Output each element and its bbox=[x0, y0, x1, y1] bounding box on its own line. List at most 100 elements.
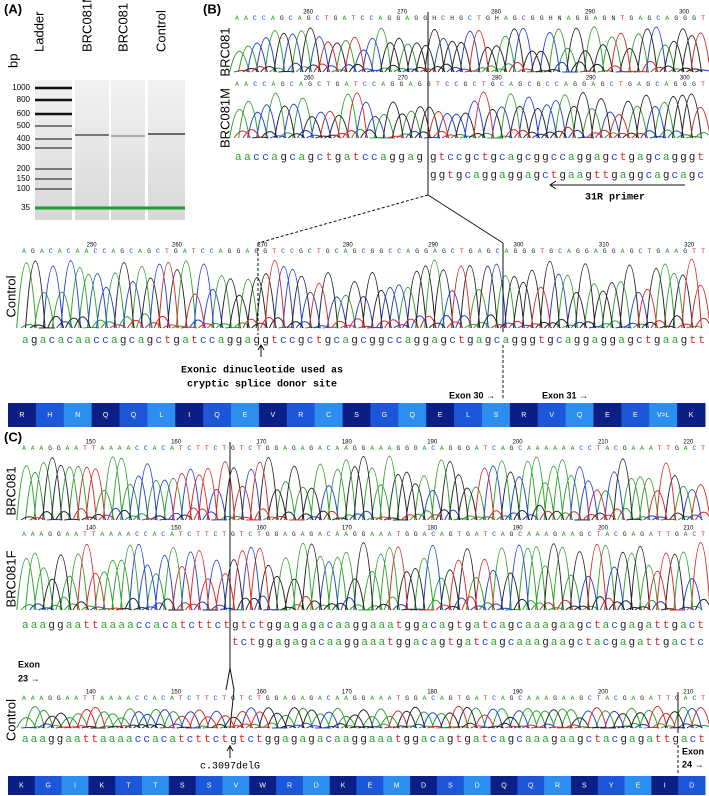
position-tick: 210 bbox=[683, 690, 694, 696]
position-tick: 260 bbox=[172, 243, 183, 249]
aa-cell bbox=[678, 776, 706, 795]
position-tick: 190 bbox=[427, 440, 438, 446]
aa-label: S bbox=[207, 782, 212, 789]
size-label: 200 bbox=[17, 164, 31, 173]
primer-label: 31R primer bbox=[585, 192, 645, 204]
position-tick: 150 bbox=[171, 526, 182, 532]
lane bbox=[75, 80, 109, 220]
panel-label: (C) bbox=[4, 429, 22, 444]
aa-cell bbox=[398, 403, 427, 427]
position-tick: 150 bbox=[171, 690, 182, 696]
size-label: 500 bbox=[17, 121, 31, 130]
position-tick: 320 bbox=[684, 243, 695, 249]
position-tick: 140 bbox=[86, 526, 97, 532]
position-tick: 170 bbox=[342, 690, 353, 696]
sample-label: Control bbox=[3, 699, 18, 741]
position-tick: 300 bbox=[513, 243, 524, 249]
note: Exonic dinucleotide used as bbox=[181, 365, 343, 377]
guide-line bbox=[229, 689, 235, 729]
aa-label: K bbox=[341, 782, 346, 789]
aa-cell bbox=[509, 403, 539, 427]
aa-label: D bbox=[421, 782, 426, 789]
trace-t bbox=[233, 91, 709, 139]
size-label: 1000 bbox=[12, 83, 30, 92]
position-tick: 170 bbox=[256, 440, 267, 446]
panel-label: (A) bbox=[4, 1, 22, 16]
aa-label: D bbox=[475, 782, 480, 789]
aa-cell bbox=[88, 776, 116, 795]
aa-label: V>L bbox=[657, 412, 670, 419]
aa-cell bbox=[61, 776, 89, 795]
position-tick: 290 bbox=[428, 243, 439, 249]
position-tick: 200 bbox=[598, 690, 609, 696]
guide-line bbox=[427, 194, 504, 244]
position-tick: 290 bbox=[585, 10, 596, 16]
size-label: 400 bbox=[17, 134, 31, 143]
aa-label: E bbox=[368, 782, 373, 789]
trace-c bbox=[247, 96, 685, 139]
aa-cell bbox=[147, 403, 176, 427]
mutation-arrow bbox=[226, 745, 234, 758]
exon-label: 24 → bbox=[682, 759, 704, 769]
aa-label: D bbox=[314, 782, 319, 789]
aa-cell bbox=[203, 403, 232, 427]
size-label: 150 bbox=[17, 174, 31, 183]
aa-label: I bbox=[74, 782, 76, 789]
aa-cell bbox=[91, 403, 121, 427]
trace-a bbox=[229, 92, 709, 139]
aa-cell bbox=[222, 776, 250, 795]
trace-g bbox=[42, 706, 703, 729]
primer-arrow bbox=[549, 180, 685, 190]
aa-label: M bbox=[394, 782, 400, 789]
position-tick: 140 bbox=[86, 690, 97, 696]
aa-label: V bbox=[549, 412, 554, 419]
aa-label: Q bbox=[501, 782, 507, 789]
aa-cell bbox=[329, 776, 357, 795]
aa-label: L bbox=[466, 412, 470, 419]
aa-cell bbox=[565, 403, 594, 427]
trace-c bbox=[21, 707, 703, 729]
position-tick: 170 bbox=[342, 526, 353, 532]
aa-label: T bbox=[153, 782, 158, 789]
aa-label: Q bbox=[577, 412, 583, 419]
aa-cell bbox=[426, 403, 455, 427]
aa-cell bbox=[142, 776, 170, 795]
exon-label: Exon 30 → bbox=[449, 390, 495, 400]
aa-label: S bbox=[582, 782, 587, 789]
trace-g bbox=[242, 27, 703, 73]
exon-label: Exon bbox=[682, 746, 704, 756]
aa-label: E bbox=[438, 412, 443, 419]
aa-label: R bbox=[287, 782, 292, 789]
trace-g bbox=[42, 542, 709, 611]
lane-label: bp bbox=[5, 54, 20, 68]
aa-cell bbox=[463, 776, 492, 795]
aa-cell bbox=[35, 403, 65, 427]
aa-label: H bbox=[47, 412, 52, 419]
trace-c bbox=[29, 543, 703, 611]
position-tick: 260 bbox=[304, 76, 315, 82]
trace-a bbox=[16, 706, 709, 729]
aa-label: E bbox=[243, 412, 248, 419]
aa-cell bbox=[490, 776, 518, 795]
exon-label: Exon bbox=[18, 659, 40, 669]
aa-cell bbox=[624, 776, 652, 795]
trace-t bbox=[233, 30, 709, 73]
aa-label: L bbox=[159, 412, 163, 419]
position-tick: 300 bbox=[679, 10, 690, 16]
position-tick: 210 bbox=[598, 440, 609, 446]
aa-label: R bbox=[555, 782, 560, 789]
aa-label: E bbox=[633, 412, 638, 419]
trace-a bbox=[16, 259, 703, 329]
lane-label: BRC081 bbox=[115, 3, 130, 52]
aa-label: K bbox=[19, 782, 24, 789]
mutation-label: c.3097delG bbox=[200, 761, 260, 773]
guide-line bbox=[225, 667, 231, 691]
aa-cell bbox=[231, 403, 260, 427]
aa-label: E bbox=[605, 412, 610, 419]
lane bbox=[35, 80, 72, 220]
aa-cell bbox=[677, 403, 706, 427]
